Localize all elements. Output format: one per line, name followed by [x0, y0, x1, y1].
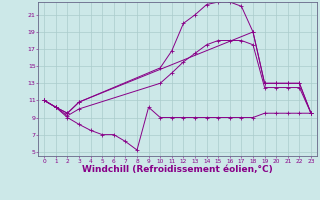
X-axis label: Windchill (Refroidissement éolien,°C): Windchill (Refroidissement éolien,°C) — [82, 165, 273, 174]
